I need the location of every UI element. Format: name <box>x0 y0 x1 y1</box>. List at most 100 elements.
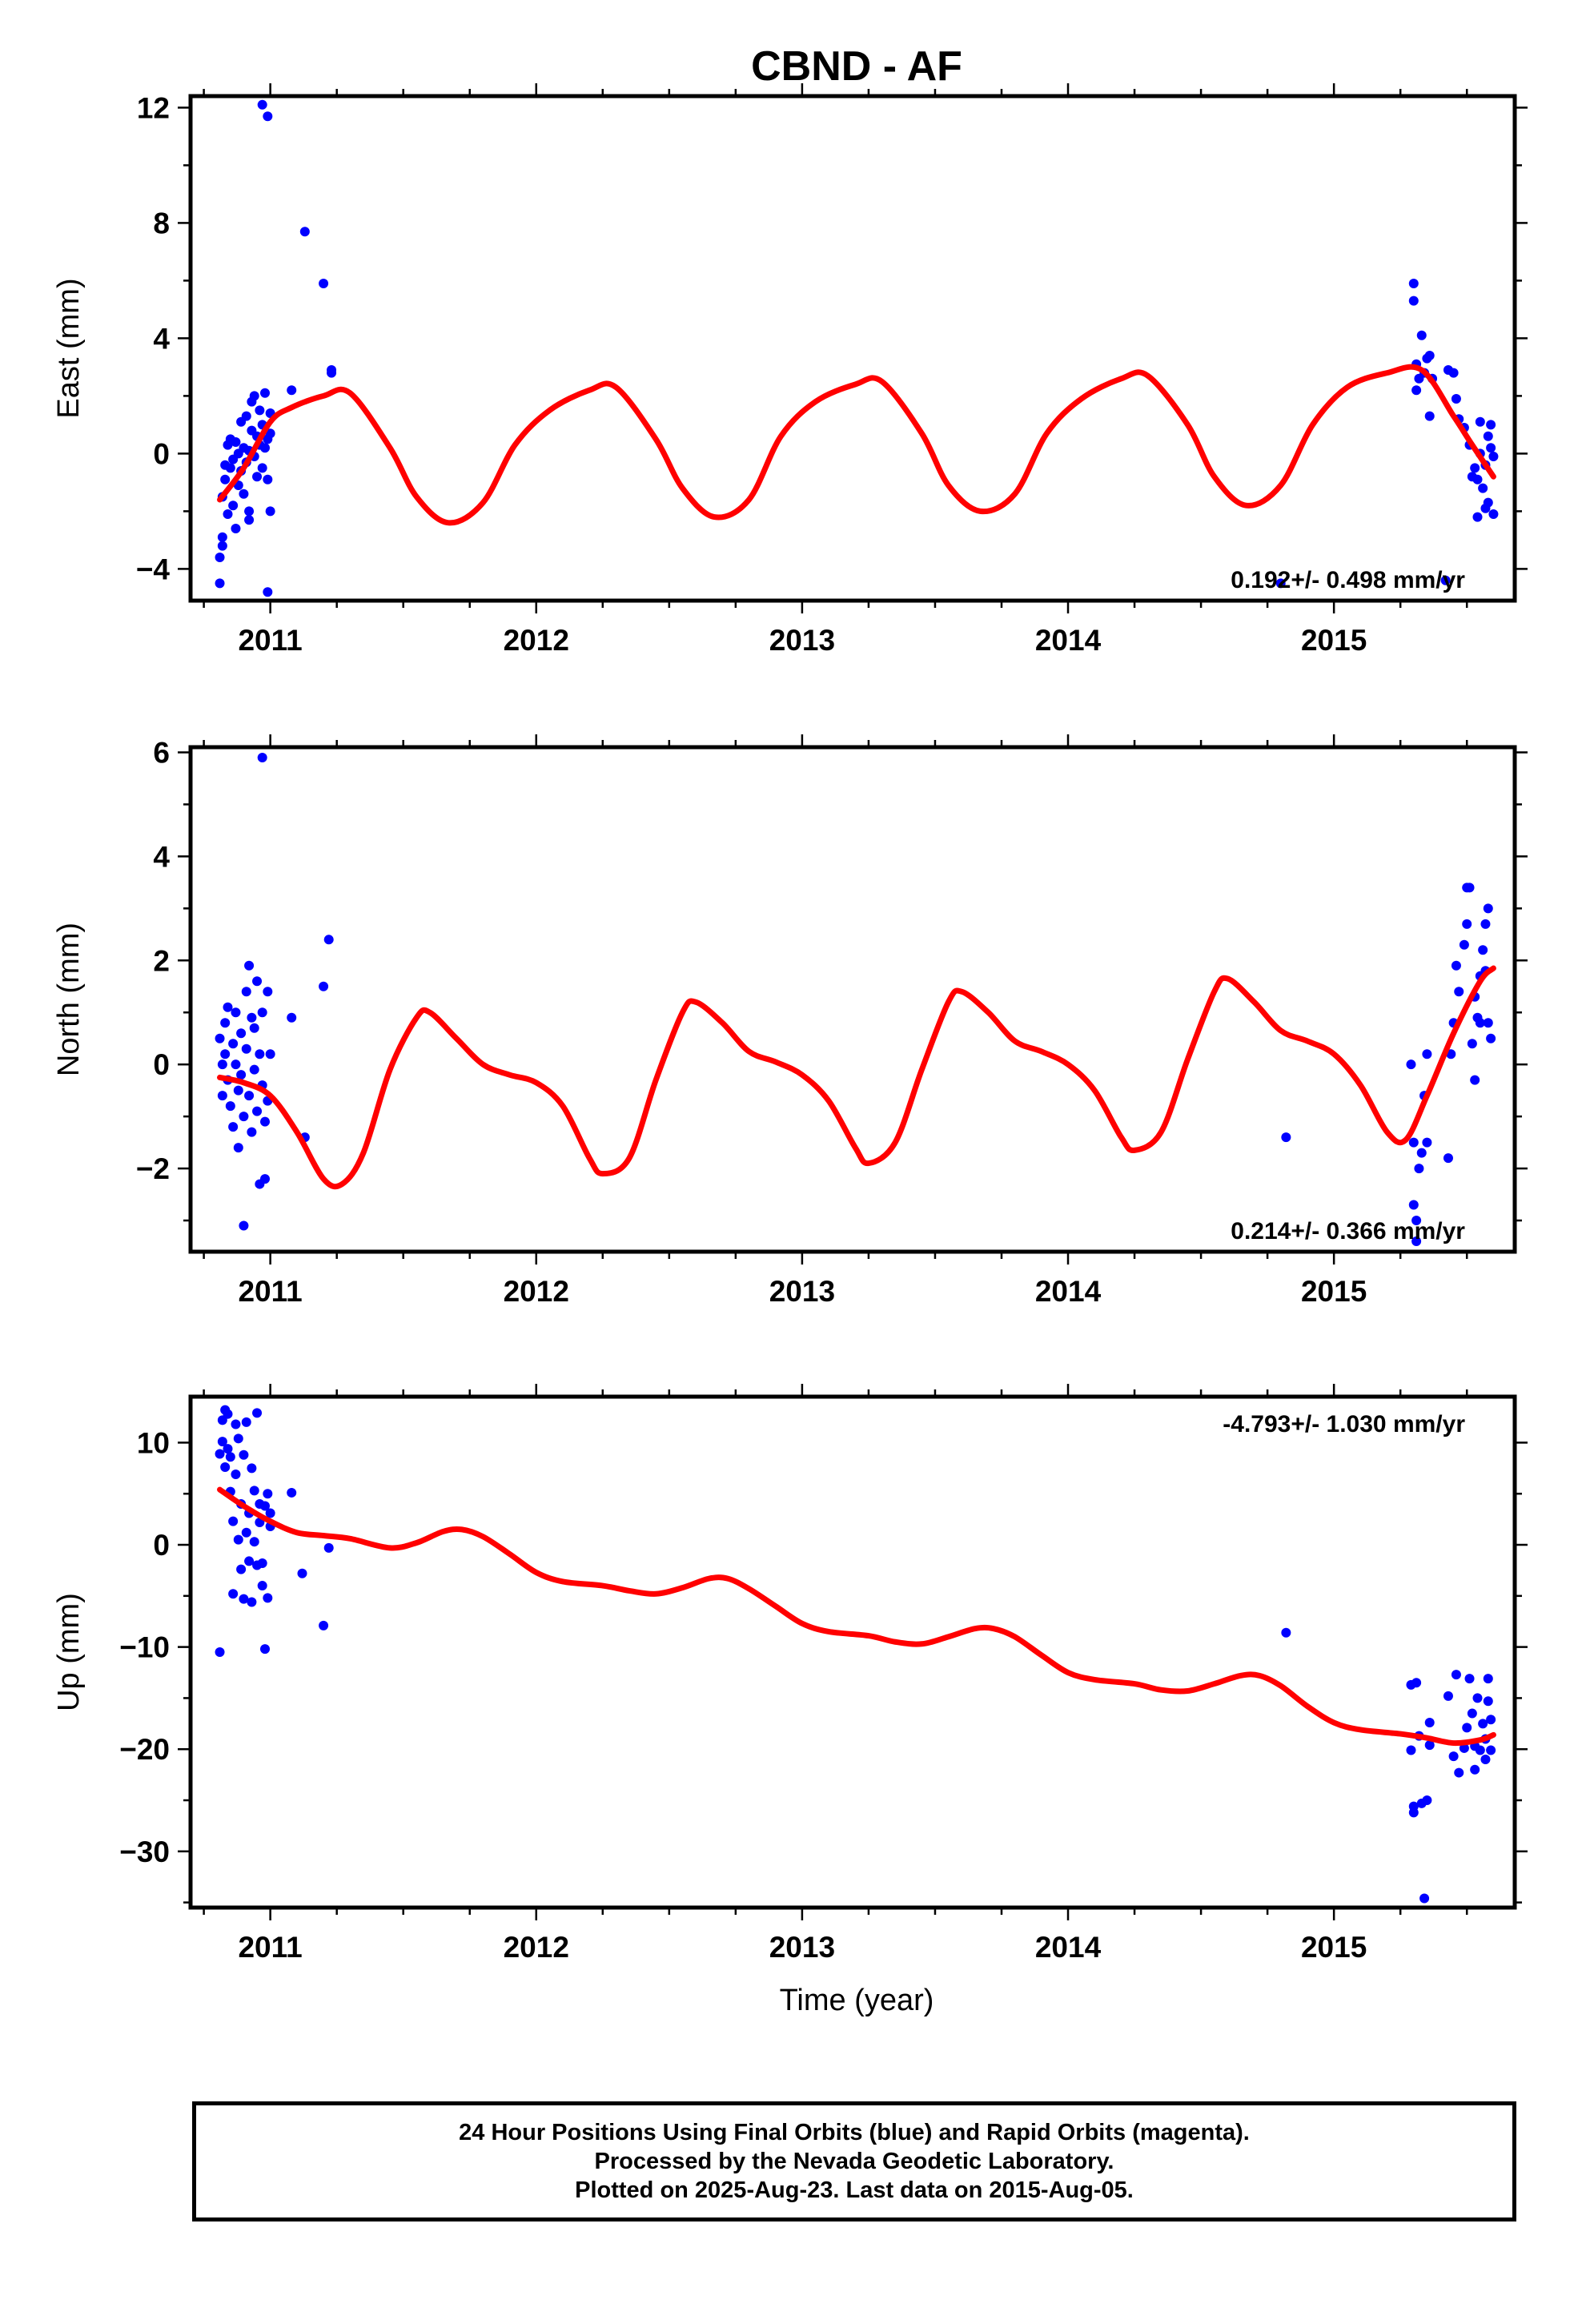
data-point <box>217 541 227 551</box>
rate-label: -4.793+/- 1.030 mm/yr <box>1223 1411 1465 1437</box>
data-point <box>1464 1674 1475 1684</box>
data-point <box>231 1059 241 1070</box>
data-point <box>241 1043 251 1054</box>
data-point <box>236 1028 247 1039</box>
data-point <box>247 1012 257 1023</box>
data-point <box>228 501 239 511</box>
x-tick-label: 2014 <box>1035 624 1102 657</box>
data-point <box>1424 411 1435 421</box>
data-point <box>252 472 263 482</box>
data-point <box>241 987 251 997</box>
data-point <box>287 1487 297 1498</box>
data-point <box>1470 463 1480 473</box>
x-tick-label: 2014 <box>1035 1275 1102 1308</box>
data-point <box>252 1408 263 1418</box>
data-point <box>215 1449 225 1459</box>
data-point <box>1411 1216 1422 1226</box>
data-point <box>217 1437 227 1447</box>
data-point <box>215 578 225 589</box>
data-point <box>228 1516 239 1526</box>
rate-label: 0.192+/- 0.498 mm/yr <box>1231 567 1465 593</box>
data-point <box>323 1542 334 1553</box>
data-point <box>1483 431 1493 441</box>
data-point <box>265 1049 275 1059</box>
data-point <box>1475 1745 1485 1755</box>
data-point <box>252 976 263 987</box>
data-point <box>249 1023 259 1033</box>
data-point <box>297 1568 307 1578</box>
x-tick-label: 2011 <box>238 624 302 657</box>
y-tick-label: 0 <box>153 437 170 470</box>
data-point <box>231 1007 241 1018</box>
data-point <box>223 509 233 519</box>
data-point <box>265 428 275 439</box>
footer-line-2: Processed by the Nevada Geodetic Laborat… <box>594 2149 1114 2174</box>
data-point <box>1424 1718 1435 1728</box>
data-point <box>255 405 265 416</box>
data-point <box>231 437 241 447</box>
data-point <box>1414 1164 1424 1174</box>
data-point <box>263 587 273 597</box>
data-point <box>233 1143 243 1153</box>
data-point <box>1470 1075 1480 1085</box>
data-point <box>323 935 334 945</box>
data-point <box>1281 1627 1291 1638</box>
data-point <box>259 1116 270 1127</box>
data-point <box>255 1049 265 1059</box>
data-point <box>1416 330 1427 340</box>
chart-panels: 2011 2012 2013 2014 2015 −4 0 4 8 12 East (mm) 0.19… <box>52 83 1528 1964</box>
data-point <box>244 960 255 971</box>
data-point <box>299 227 310 237</box>
data-point <box>1483 1696 1493 1707</box>
data-points <box>215 99 1499 597</box>
data-point <box>1424 1740 1435 1751</box>
data-point <box>1480 919 1491 929</box>
data-point <box>259 1501 270 1511</box>
data-point <box>263 1593 273 1603</box>
data-point <box>1422 1795 1432 1806</box>
x-tick-label: 2012 <box>504 624 569 657</box>
data-point <box>223 1002 233 1012</box>
data-point <box>257 1558 267 1568</box>
data-point <box>1462 1723 1472 1733</box>
y-tick-label: 4 <box>153 322 170 355</box>
y-tick-label: −10 <box>119 1631 170 1664</box>
panel-1: 2011 2012 2013 2014 2015 −4 0 4 8 12 East (mm) 0.19… <box>52 83 1528 657</box>
y-tick-label: 4 <box>153 840 170 873</box>
data-point <box>1488 452 1499 461</box>
data-point <box>1483 903 1493 914</box>
data-point <box>1486 1745 1496 1755</box>
data-point <box>1470 1764 1480 1775</box>
data-point <box>1467 1039 1477 1049</box>
data-point <box>1281 1132 1291 1143</box>
data-point <box>1451 960 1461 971</box>
data-point <box>1408 1200 1419 1210</box>
data-point <box>233 1433 243 1444</box>
x-tick-label: 2011 <box>238 1931 302 1964</box>
data-point <box>241 1527 251 1538</box>
y-tick-label: 0 <box>153 1048 170 1081</box>
data-point <box>1486 443 1496 453</box>
x-tick-label: 2012 <box>504 1275 569 1308</box>
data-point <box>231 1419 241 1429</box>
data-point <box>228 1122 239 1132</box>
data-point <box>249 1537 259 1547</box>
data-point <box>259 443 270 453</box>
data-point <box>225 463 235 473</box>
fit-line <box>217 364 1496 526</box>
data-point <box>1467 1708 1477 1719</box>
data-point <box>257 1007 267 1018</box>
x-tick-label: 2013 <box>769 624 835 657</box>
data-point <box>1475 416 1485 427</box>
data-point <box>217 1091 227 1101</box>
data-point <box>220 1018 231 1028</box>
data-point <box>1406 1059 1416 1070</box>
y-axis-label: Up (mm) <box>52 1593 86 1711</box>
data-point <box>1408 1137 1419 1148</box>
data-point <box>1454 987 1464 997</box>
data-point <box>259 1174 270 1184</box>
y-tick-label: 8 <box>153 207 170 239</box>
data-point <box>319 279 329 288</box>
data-point <box>236 1070 247 1080</box>
data-point <box>233 1534 243 1545</box>
